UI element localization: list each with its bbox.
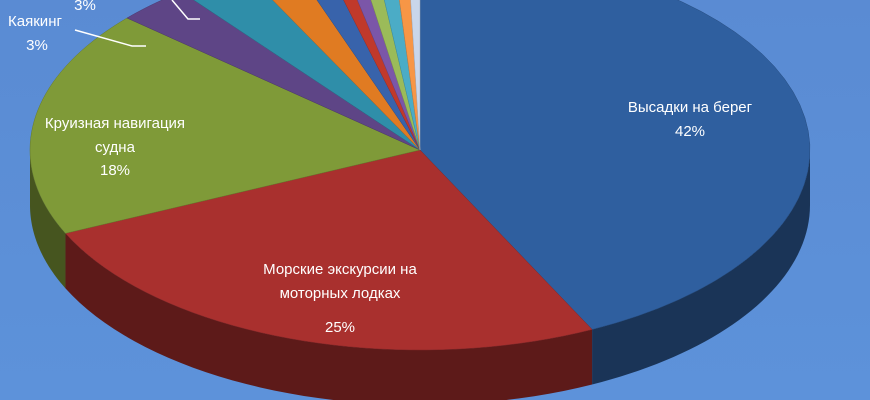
slice-side [592, 150, 810, 385]
slice [193, 0, 421, 151]
slice-label: Высадки на берег [627, 99, 753, 116]
slice [272, 0, 421, 151]
slice [410, 0, 421, 151]
leader-line [171, 0, 200, 20]
slice [65, 149, 593, 351]
slice-label: Каякинг [8, 13, 62, 30]
leader-line [74, 29, 146, 47]
slice [126, 0, 421, 151]
slice-label: Морские экскурсии на моторных лодках [263, 261, 417, 302]
slice-side [65, 233, 593, 400]
slice [419, 0, 811, 330]
value-label: 42% [674, 123, 706, 140]
slice [370, 0, 421, 151]
slice-label: Круизная навигация судна [44, 115, 186, 156]
value-label: 3% [74, 0, 96, 14]
slice [343, 0, 421, 151]
value-label: 18% [99, 162, 131, 179]
slice [29, 17, 421, 234]
slice [384, 0, 421, 151]
slice [357, 0, 421, 151]
value-label: 3% [26, 37, 48, 54]
value-label: 25% [324, 319, 356, 336]
slice-side [30, 150, 66, 289]
slice [399, 0, 421, 151]
